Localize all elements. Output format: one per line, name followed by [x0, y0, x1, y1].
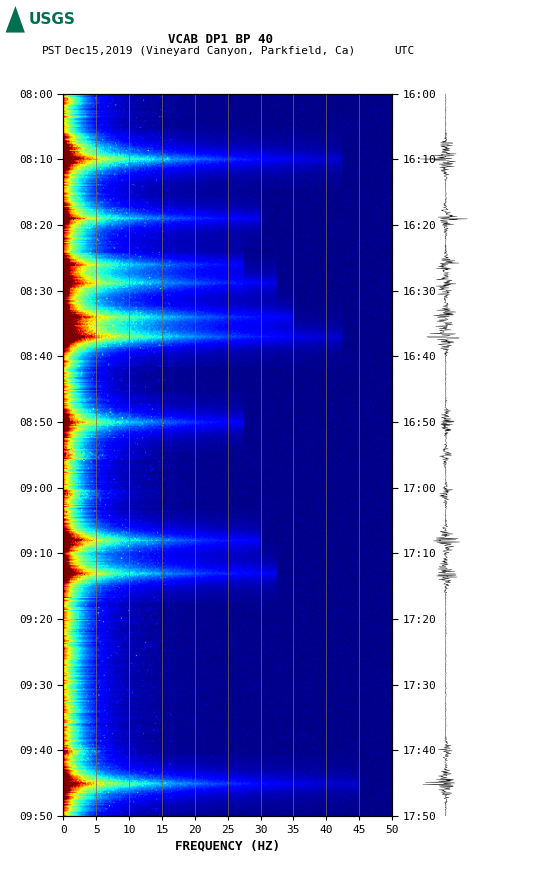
Text: USGS: USGS — [29, 12, 76, 27]
Polygon shape — [6, 6, 25, 33]
Text: Dec15,2019 (Vineyard Canyon, Parkfield, Ca): Dec15,2019 (Vineyard Canyon, Parkfield, … — [65, 46, 355, 56]
Text: UTC: UTC — [395, 46, 415, 56]
Text: VCAB DP1 BP 40: VCAB DP1 BP 40 — [168, 33, 273, 46]
X-axis label: FREQUENCY (HZ): FREQUENCY (HZ) — [175, 839, 280, 853]
Text: PST: PST — [41, 46, 62, 56]
